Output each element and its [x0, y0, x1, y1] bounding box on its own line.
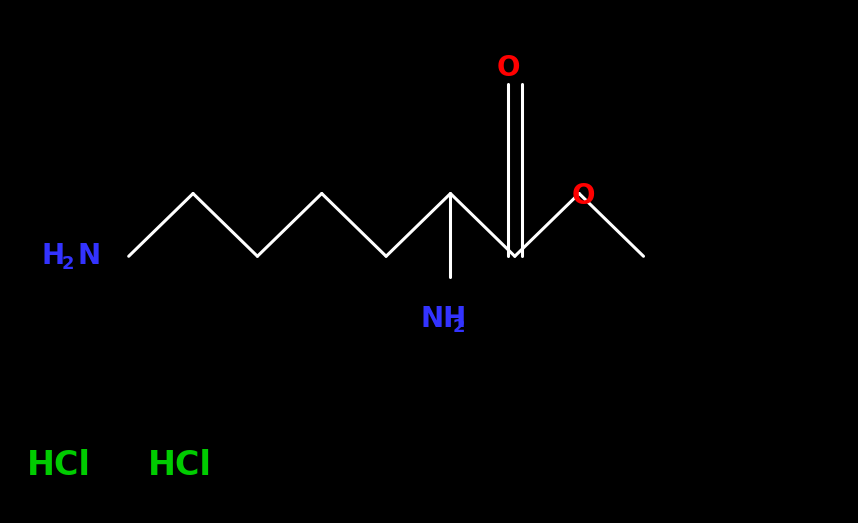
Text: 2: 2 — [453, 318, 466, 336]
Text: HCl: HCl — [148, 449, 212, 482]
Text: O: O — [496, 54, 520, 82]
Text: H: H — [41, 242, 64, 270]
Text: N: N — [77, 242, 100, 270]
Text: 2: 2 — [62, 255, 75, 272]
Text: O: O — [571, 182, 595, 210]
Text: NH: NH — [420, 305, 467, 333]
Text: HCl: HCl — [27, 449, 90, 482]
